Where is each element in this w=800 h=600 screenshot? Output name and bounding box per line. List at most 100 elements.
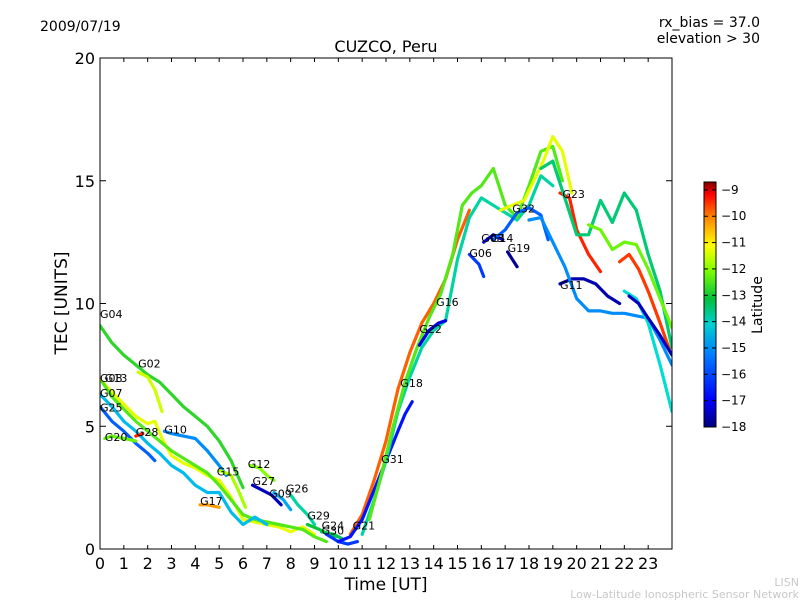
- colorbar-tick-label: −12: [721, 262, 746, 276]
- series-g16: [417, 319, 448, 347]
- series-g20: [103, 434, 138, 443]
- sat-label-g12: G12: [248, 458, 271, 471]
- sat-label-g16: G16: [436, 296, 459, 309]
- colorbar-label: Latitude: [750, 276, 766, 334]
- x-tick-label-12: 12: [376, 554, 396, 573]
- sat-label-g28: G28: [136, 426, 159, 439]
- sat-label-g24: G24: [322, 519, 345, 532]
- sat-label-g20: G20: [105, 431, 128, 444]
- series-track-32: [587, 223, 672, 330]
- series-g25: [100, 405, 157, 463]
- series-g27: [250, 483, 283, 507]
- series-g08: [100, 378, 317, 536]
- sat-label-g06: G06: [469, 247, 492, 260]
- y-tick-label-5: 5: [85, 417, 95, 436]
- colorbar-tick-label: −13: [721, 288, 746, 302]
- y-tick-label-15: 15: [75, 172, 95, 191]
- series-track-34: [618, 252, 672, 352]
- sat-label-g07: G07: [100, 387, 123, 400]
- series-track-30: [527, 216, 672, 367]
- series-g07: [100, 392, 269, 527]
- sat-label-g29: G29: [307, 510, 330, 523]
- x-tick-label-5: 5: [214, 554, 224, 573]
- x-tick-label-19: 19: [543, 554, 563, 573]
- y-tick-label-10: 10: [75, 295, 95, 314]
- colorbar-ramp: [703, 181, 717, 428]
- x-tick-label-8: 8: [286, 554, 296, 573]
- rx-bias-label: rx_bias = 37.0: [659, 15, 760, 31]
- sat-label-g15: G15: [217, 465, 240, 478]
- series-g12: [248, 463, 276, 482]
- sat-label-g32: G32: [512, 203, 535, 216]
- colorbar-tick-label: −15: [721, 341, 746, 355]
- series-g30: [324, 532, 359, 546]
- sat-label-g02: G02: [138, 357, 161, 370]
- x-tick-label-18: 18: [519, 554, 539, 573]
- footer-network: Low-Latitude Ionospheric Sensor Network: [570, 588, 799, 600]
- x-tick-label-2: 2: [143, 554, 153, 573]
- sat-label-g14: G14: [491, 232, 514, 245]
- sat-label-g09: G09: [269, 487, 292, 500]
- y-tick-label-20: 20: [75, 49, 95, 68]
- series-g19: [506, 250, 519, 269]
- colorbar: −9 −10 −11 −12 −13 −14 −15 −16 −17 −18 Latitude: [703, 181, 766, 434]
- x-tick-label-13: 13: [400, 554, 420, 573]
- chart-title: CUZCO, Peru: [334, 37, 437, 56]
- x-tick-label-7: 7: [262, 554, 272, 573]
- sat-label-g25: G25: [100, 402, 123, 415]
- colorbar-tick-label: −10: [721, 209, 746, 223]
- x-tick-label-3: 3: [166, 554, 176, 573]
- x-tick-label-6: 6: [238, 554, 248, 573]
- x-tick-label-1: 1: [119, 554, 129, 573]
- x-tick-label-10: 10: [328, 554, 348, 573]
- x-tick-label-9: 9: [309, 554, 319, 573]
- x-tick-label-4: 4: [190, 554, 200, 573]
- sat-label-g08: G08: [100, 372, 123, 385]
- colorbar-ticks: −9 −10 −11 −12 −13 −14 −15 −16 −17 −18: [704, 183, 746, 434]
- x-tick-label-23: 23: [638, 554, 658, 573]
- colorbar-tick-label: −16: [721, 367, 746, 381]
- x-axis-label: Time [UT]: [343, 575, 427, 595]
- sat-label-g13: G13: [105, 372, 128, 385]
- sat-label-g26: G26: [286, 483, 309, 496]
- x-axis: 0 1 2 3 4 5 6 7 8 9 10 11 12 13 14 15 16 17 18 19 20 21 22 23: [95, 58, 658, 573]
- x-tick-label-17: 17: [495, 554, 515, 573]
- series-g04: [100, 324, 245, 490]
- footer-lisn: LISN: [774, 576, 799, 589]
- colorbar-tick-label: −17: [721, 394, 746, 408]
- sat-label-g21: G21: [353, 519, 376, 532]
- x-tick-label-20: 20: [566, 554, 586, 573]
- sat-label-g19: G19: [508, 242, 531, 255]
- elevation-label: elevation > 30: [657, 31, 760, 47]
- series-track-35: [627, 294, 672, 357]
- x-tick-label-21: 21: [590, 554, 610, 573]
- series-g32: [498, 135, 574, 212]
- series-g02: [136, 370, 164, 414]
- colorbar-tick-label: −11: [721, 236, 746, 250]
- sat-label-g27: G27: [253, 475, 276, 488]
- series-track-31: [539, 159, 672, 350]
- sat-label-g04: G04: [100, 308, 123, 321]
- colorbar-tick-label: −9: [721, 183, 739, 197]
- series-g17: [198, 503, 221, 509]
- sat-label-g03: G03: [481, 232, 504, 245]
- date-label: 2009/07/19: [40, 19, 121, 35]
- sat-label-g18: G18: [400, 377, 423, 390]
- sat-label-g23: G23: [562, 188, 585, 201]
- sat-label-g22: G22: [419, 323, 442, 336]
- sat-label-g30: G30: [322, 524, 345, 537]
- sat-label-g10: G10: [164, 424, 187, 437]
- sat-label-g31: G31: [381, 453, 404, 466]
- x-tick-label-16: 16: [471, 554, 491, 573]
- series-g13: [100, 380, 328, 544]
- series-g24: [320, 530, 345, 541]
- x-tick-label-0: 0: [95, 554, 105, 573]
- colorbar-tick-label: −18: [721, 420, 746, 434]
- colorbar-tick-label: −14: [721, 315, 746, 329]
- x-tick-label-15: 15: [447, 554, 467, 573]
- series-g28: [134, 432, 145, 438]
- series-g06: [467, 252, 486, 279]
- sat-label-g17: G17: [200, 495, 223, 508]
